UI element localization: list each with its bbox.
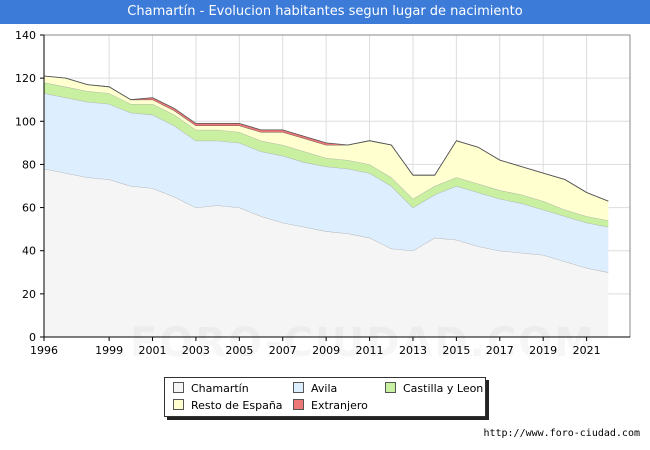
source-link[interactable]: http://www.foro-ciudad.com <box>483 428 640 439</box>
legend-label-chamartin: Chamartín <box>191 382 249 395</box>
legend-item-resto-de-espana: Resto de España <box>173 399 283 413</box>
x-tick-label: 2009 <box>312 344 340 357</box>
area-edge-extranjero <box>43 75 609 202</box>
x-tick-label: 2011 <box>356 344 384 357</box>
legend-item-castilla-y-leon: Castilla y Leon <box>385 382 483 396</box>
x-tick-label: 2007 <box>269 344 297 357</box>
x-tick-label: 2019 <box>529 344 557 357</box>
x-tick-label: 2003 <box>182 344 210 357</box>
x-tick-label: 1996 <box>30 344 58 357</box>
legend-label-avila: Avila <box>311 382 338 395</box>
y-tick-label: 140 <box>15 29 36 42</box>
y-tick-label: 0 <box>29 331 36 344</box>
legend-label-extranjero: Extranjero <box>311 399 368 412</box>
area-chamartin <box>44 168 609 337</box>
area-avila <box>44 93 609 273</box>
legend-item-avila: Avila <box>293 382 337 396</box>
legend-label-castilla-y-leon: Castilla y Leon <box>403 382 484 395</box>
y-tick-label: 60 <box>22 202 36 215</box>
y-tick-label: 100 <box>15 115 36 128</box>
x-tick-label: 2013 <box>399 344 427 357</box>
area-resto-de-espana <box>44 76 609 221</box>
x-tick-label: 2015 <box>442 344 470 357</box>
y-tick-label: 20 <box>22 288 36 301</box>
y-tick-label: 120 <box>15 72 36 85</box>
legend-item-chamartin: Chamartín <box>173 382 249 396</box>
legend: Chamartín Avila Castilla y Leon Resto de… <box>164 377 486 417</box>
watermark: FORO-CIUDAD.COM <box>130 320 596 366</box>
y-tick-label: 40 <box>22 245 36 258</box>
legend-swatch-chamartin <box>173 382 184 393</box>
x-tick-label: 2005 <box>225 344 253 357</box>
legend-label-resto-de-espana: Resto de España <box>191 399 283 412</box>
legend-swatch-extranjero <box>293 399 304 410</box>
y-tick-label: 80 <box>22 158 36 171</box>
legend-swatch-avila <box>293 382 304 393</box>
x-tick-label: 2001 <box>139 344 167 357</box>
chart-title: Chamartín - Evolucion habitantes segun l… <box>0 0 650 24</box>
area-castilla-y-leon <box>44 82 609 227</box>
x-tick-label: 2017 <box>486 344 514 357</box>
legend-swatch-castilla-y-leon <box>385 382 396 393</box>
legend-item-extranjero: Extranjero <box>293 399 368 413</box>
legend-swatch-resto-de-espana <box>173 399 184 410</box>
x-tick-label: 1999 <box>95 344 123 357</box>
x-tick-label: 2021 <box>573 344 601 357</box>
